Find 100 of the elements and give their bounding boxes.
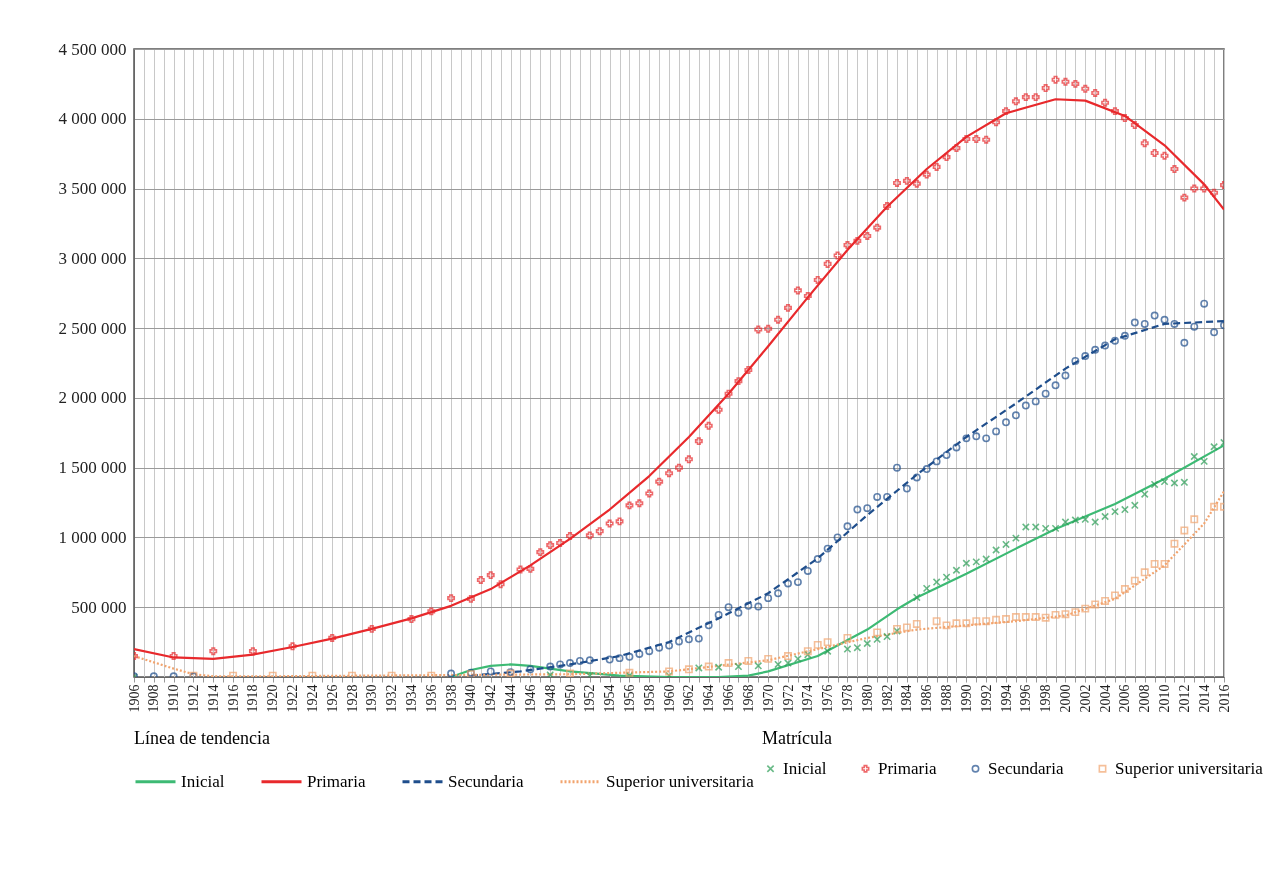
- point: [1091, 600, 1100, 609]
- x-tick-label: 2016: [1216, 684, 1232, 713]
- point: [823, 638, 832, 647]
- x-tick-label: 1994: [998, 684, 1014, 713]
- point: [724, 659, 733, 668]
- point: [972, 617, 981, 626]
- point: [1190, 515, 1199, 524]
- x-tick-label: 2006: [1117, 684, 1133, 713]
- x-tick-label: 2014: [1196, 684, 1212, 713]
- point: [754, 661, 763, 670]
- point: [992, 615, 1001, 624]
- point: [1031, 613, 1040, 621]
- point: [793, 654, 802, 663]
- x-tick-label: 1926: [324, 684, 340, 713]
- point: [1140, 490, 1149, 499]
- x-tick-label: 1956: [621, 684, 637, 713]
- x-tick-label: 1916: [225, 684, 241, 713]
- x-tick-label: 1958: [641, 684, 657, 713]
- x-tick-label: 1938: [443, 684, 459, 713]
- point: [1180, 478, 1189, 487]
- x-tick-label: 1910: [166, 684, 182, 713]
- y-tick-label: 1 500 000: [58, 458, 127, 478]
- x-tick-label: 1982: [879, 684, 895, 713]
- x-tick-label: 1998: [1038, 684, 1054, 713]
- y-tick-label: 1 000 000: [58, 527, 127, 547]
- point: [1021, 613, 1030, 621]
- point: [1091, 518, 1100, 527]
- legend-title: Línea de tendencia: [134, 728, 270, 748]
- x-tick-label: 1906: [126, 684, 142, 713]
- point: [1081, 515, 1090, 524]
- legend-label: Superior universitaria: [1115, 758, 1264, 778]
- x-tick-label: 2008: [1137, 684, 1153, 713]
- point: [873, 628, 882, 637]
- point: [1150, 560, 1159, 568]
- x-tick-label: 1968: [740, 684, 756, 713]
- point: [1041, 613, 1050, 622]
- y-tick-label: 500 000: [71, 597, 127, 617]
- y-tick-label: 2 500 000: [58, 318, 127, 338]
- point: [922, 584, 931, 593]
- point: [1051, 610, 1060, 619]
- x-tick-label: 1920: [265, 684, 281, 713]
- x-tick-label: 1992: [978, 684, 994, 713]
- point: [1081, 604, 1090, 613]
- legend-label: Superior universitaria: [606, 771, 755, 791]
- point: [873, 635, 882, 644]
- legend-label: Primaria: [307, 771, 366, 791]
- y-tick-label: 4 500 000: [58, 39, 127, 59]
- point: [932, 617, 941, 626]
- point: [972, 557, 981, 566]
- x-tick-label: 1908: [146, 684, 162, 713]
- point: [1041, 524, 1050, 533]
- y-tick-label: 3 500 000: [58, 179, 127, 199]
- text: Matrícula: [762, 728, 832, 748]
- x-tick-label: 1924: [304, 684, 320, 713]
- point: [1160, 560, 1169, 568]
- x-tick-label: 2010: [1157, 684, 1173, 713]
- x-tick-label: 2000: [1057, 684, 1073, 713]
- x-tick-label: 1960: [661, 684, 677, 713]
- x-tick-label: 1948: [542, 684, 558, 713]
- point: [813, 640, 822, 649]
- point: [764, 654, 773, 663]
- x-tick-label: 1984: [899, 684, 915, 713]
- point: [853, 643, 862, 652]
- legend-label: Secundaria: [988, 758, 1064, 778]
- y-tick-label: 2 000 000: [58, 388, 127, 408]
- point: [1120, 585, 1129, 594]
- x-tick-label: 1942: [483, 684, 499, 713]
- x-tick-label: 1996: [1018, 684, 1034, 713]
- x-tick-label: 1970: [760, 684, 776, 713]
- point: [546, 670, 555, 677]
- x-tick-label: 1912: [185, 684, 201, 713]
- point: [1071, 608, 1080, 617]
- point: [1002, 615, 1010, 624]
- x-tick-label: 1964: [701, 684, 717, 713]
- x-tick-label: 1944: [503, 684, 519, 713]
- point: [734, 662, 743, 671]
- x-tick-label: 2002: [1077, 684, 1093, 713]
- point: [952, 619, 961, 628]
- x-tick-label: 1918: [245, 684, 261, 713]
- point: [784, 652, 792, 661]
- point: [1061, 610, 1070, 619]
- x-tick-label: 1950: [562, 684, 578, 713]
- point: [1011, 613, 1020, 621]
- x-tick-label: 1928: [344, 684, 360, 713]
- x-tick-label: 1940: [463, 684, 479, 713]
- point: [684, 665, 693, 674]
- point: [1111, 591, 1119, 600]
- point: [566, 669, 574, 677]
- legend-label: Inicial: [181, 771, 225, 791]
- x-tick-label: 1952: [582, 684, 598, 713]
- point: [982, 617, 991, 626]
- x-tick-label: 1946: [522, 684, 538, 713]
- x-tick-label: 1986: [919, 684, 935, 713]
- x-tick-label: 1972: [780, 684, 796, 713]
- x-tick-label: 1990: [958, 684, 974, 713]
- point: [1150, 480, 1159, 489]
- point: [784, 659, 792, 668]
- point: [942, 621, 951, 630]
- x-tick-label: 1966: [721, 684, 737, 713]
- x-tick-label: 1974: [800, 684, 816, 713]
